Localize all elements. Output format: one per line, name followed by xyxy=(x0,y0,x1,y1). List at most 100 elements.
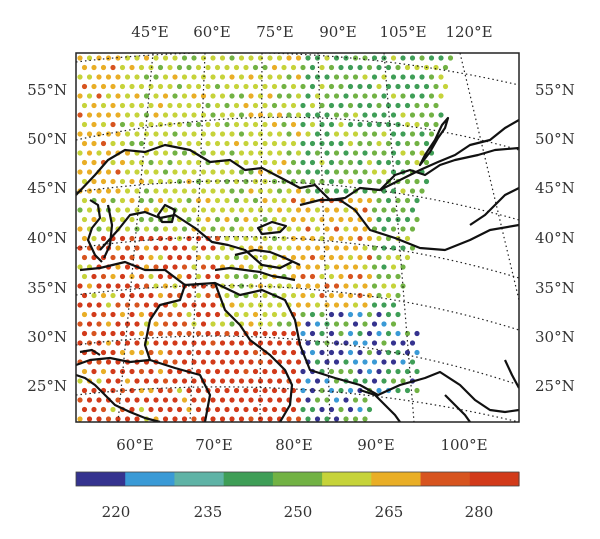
station-point xyxy=(385,64,392,71)
station-point xyxy=(119,273,126,280)
station-point xyxy=(333,302,340,308)
station-point xyxy=(248,150,254,156)
station-point xyxy=(229,112,235,118)
station-point xyxy=(138,121,145,128)
station-point xyxy=(100,311,107,318)
station-point xyxy=(404,140,411,147)
station-point xyxy=(224,64,230,71)
station-point xyxy=(309,102,316,109)
lat-label-left: 35°N xyxy=(27,279,67,297)
station-point xyxy=(162,340,169,346)
station-point xyxy=(124,150,131,156)
station-point xyxy=(200,397,207,403)
station-point xyxy=(224,83,230,90)
station-point xyxy=(381,378,387,384)
station-point xyxy=(395,140,401,147)
station-point xyxy=(281,235,287,242)
station-point xyxy=(357,197,363,204)
lat-label-right: 50°N xyxy=(535,130,575,148)
station-point xyxy=(129,140,135,147)
station-point xyxy=(200,226,207,232)
station-point xyxy=(205,273,211,280)
station-point xyxy=(395,254,401,261)
station-point xyxy=(366,64,373,71)
station-point xyxy=(238,169,245,175)
station-point xyxy=(276,131,283,137)
station-point xyxy=(162,283,169,289)
station-point xyxy=(381,321,387,327)
lon-label-top: 90°E xyxy=(319,23,357,41)
station-point xyxy=(214,349,221,356)
station-point xyxy=(138,102,145,109)
station-point xyxy=(162,150,169,156)
station-point xyxy=(148,368,154,375)
station-point xyxy=(124,226,131,232)
lat-label-left: 45°N xyxy=(27,179,67,197)
station-point xyxy=(309,349,316,356)
station-point xyxy=(352,264,359,270)
station-point xyxy=(119,178,126,185)
border-east-2 xyxy=(444,394,471,422)
station-point xyxy=(400,112,406,118)
station-point xyxy=(219,188,226,194)
station-point xyxy=(447,55,454,61)
station-point xyxy=(138,368,145,375)
station-point xyxy=(181,264,188,270)
station-point xyxy=(219,226,226,232)
station-point xyxy=(157,273,164,280)
lon-label-bottom: 100°E xyxy=(440,436,487,454)
station-point xyxy=(195,83,202,90)
station-point xyxy=(409,55,416,61)
station-point xyxy=(181,359,188,365)
station-point xyxy=(148,292,154,299)
station-point xyxy=(319,140,325,147)
station-point xyxy=(328,64,335,71)
station-point xyxy=(157,387,164,394)
station-point xyxy=(305,264,311,270)
station-point xyxy=(181,74,188,80)
station-point xyxy=(153,188,159,194)
station-point xyxy=(105,93,112,99)
station-point xyxy=(357,140,363,147)
station-point xyxy=(143,245,150,251)
station-point xyxy=(276,55,283,61)
station-point xyxy=(91,406,97,413)
station-point xyxy=(428,55,435,61)
station-point xyxy=(181,169,188,175)
station-point xyxy=(262,197,268,204)
station-point xyxy=(124,283,131,289)
station-point xyxy=(124,340,131,346)
station-point xyxy=(319,235,325,242)
station-point xyxy=(110,197,116,204)
meridian-120E xyxy=(459,53,519,301)
station-point xyxy=(210,340,216,346)
station-point xyxy=(100,178,107,185)
station-point xyxy=(162,321,169,327)
station-point xyxy=(347,235,354,242)
station-point xyxy=(252,197,259,204)
station-point xyxy=(271,159,278,166)
station-point xyxy=(314,207,321,213)
station-point xyxy=(119,235,126,242)
station-point xyxy=(305,207,311,213)
station-point xyxy=(409,359,416,365)
parallel-40N xyxy=(76,236,519,279)
station-point xyxy=(233,273,240,280)
station-point xyxy=(252,140,259,147)
station-point xyxy=(333,93,340,99)
station-point xyxy=(309,159,316,166)
station-point xyxy=(414,216,420,223)
station-point xyxy=(229,321,235,327)
station-point xyxy=(433,83,439,90)
station-point xyxy=(395,330,401,337)
station-point xyxy=(200,93,207,99)
station-point xyxy=(366,235,373,242)
station-point xyxy=(224,368,230,375)
station-point xyxy=(191,397,197,403)
station-point xyxy=(333,55,340,61)
station-point xyxy=(229,416,235,422)
station-point xyxy=(319,311,325,318)
station-point xyxy=(295,150,302,156)
station-point xyxy=(438,112,444,118)
station-point xyxy=(362,264,368,270)
